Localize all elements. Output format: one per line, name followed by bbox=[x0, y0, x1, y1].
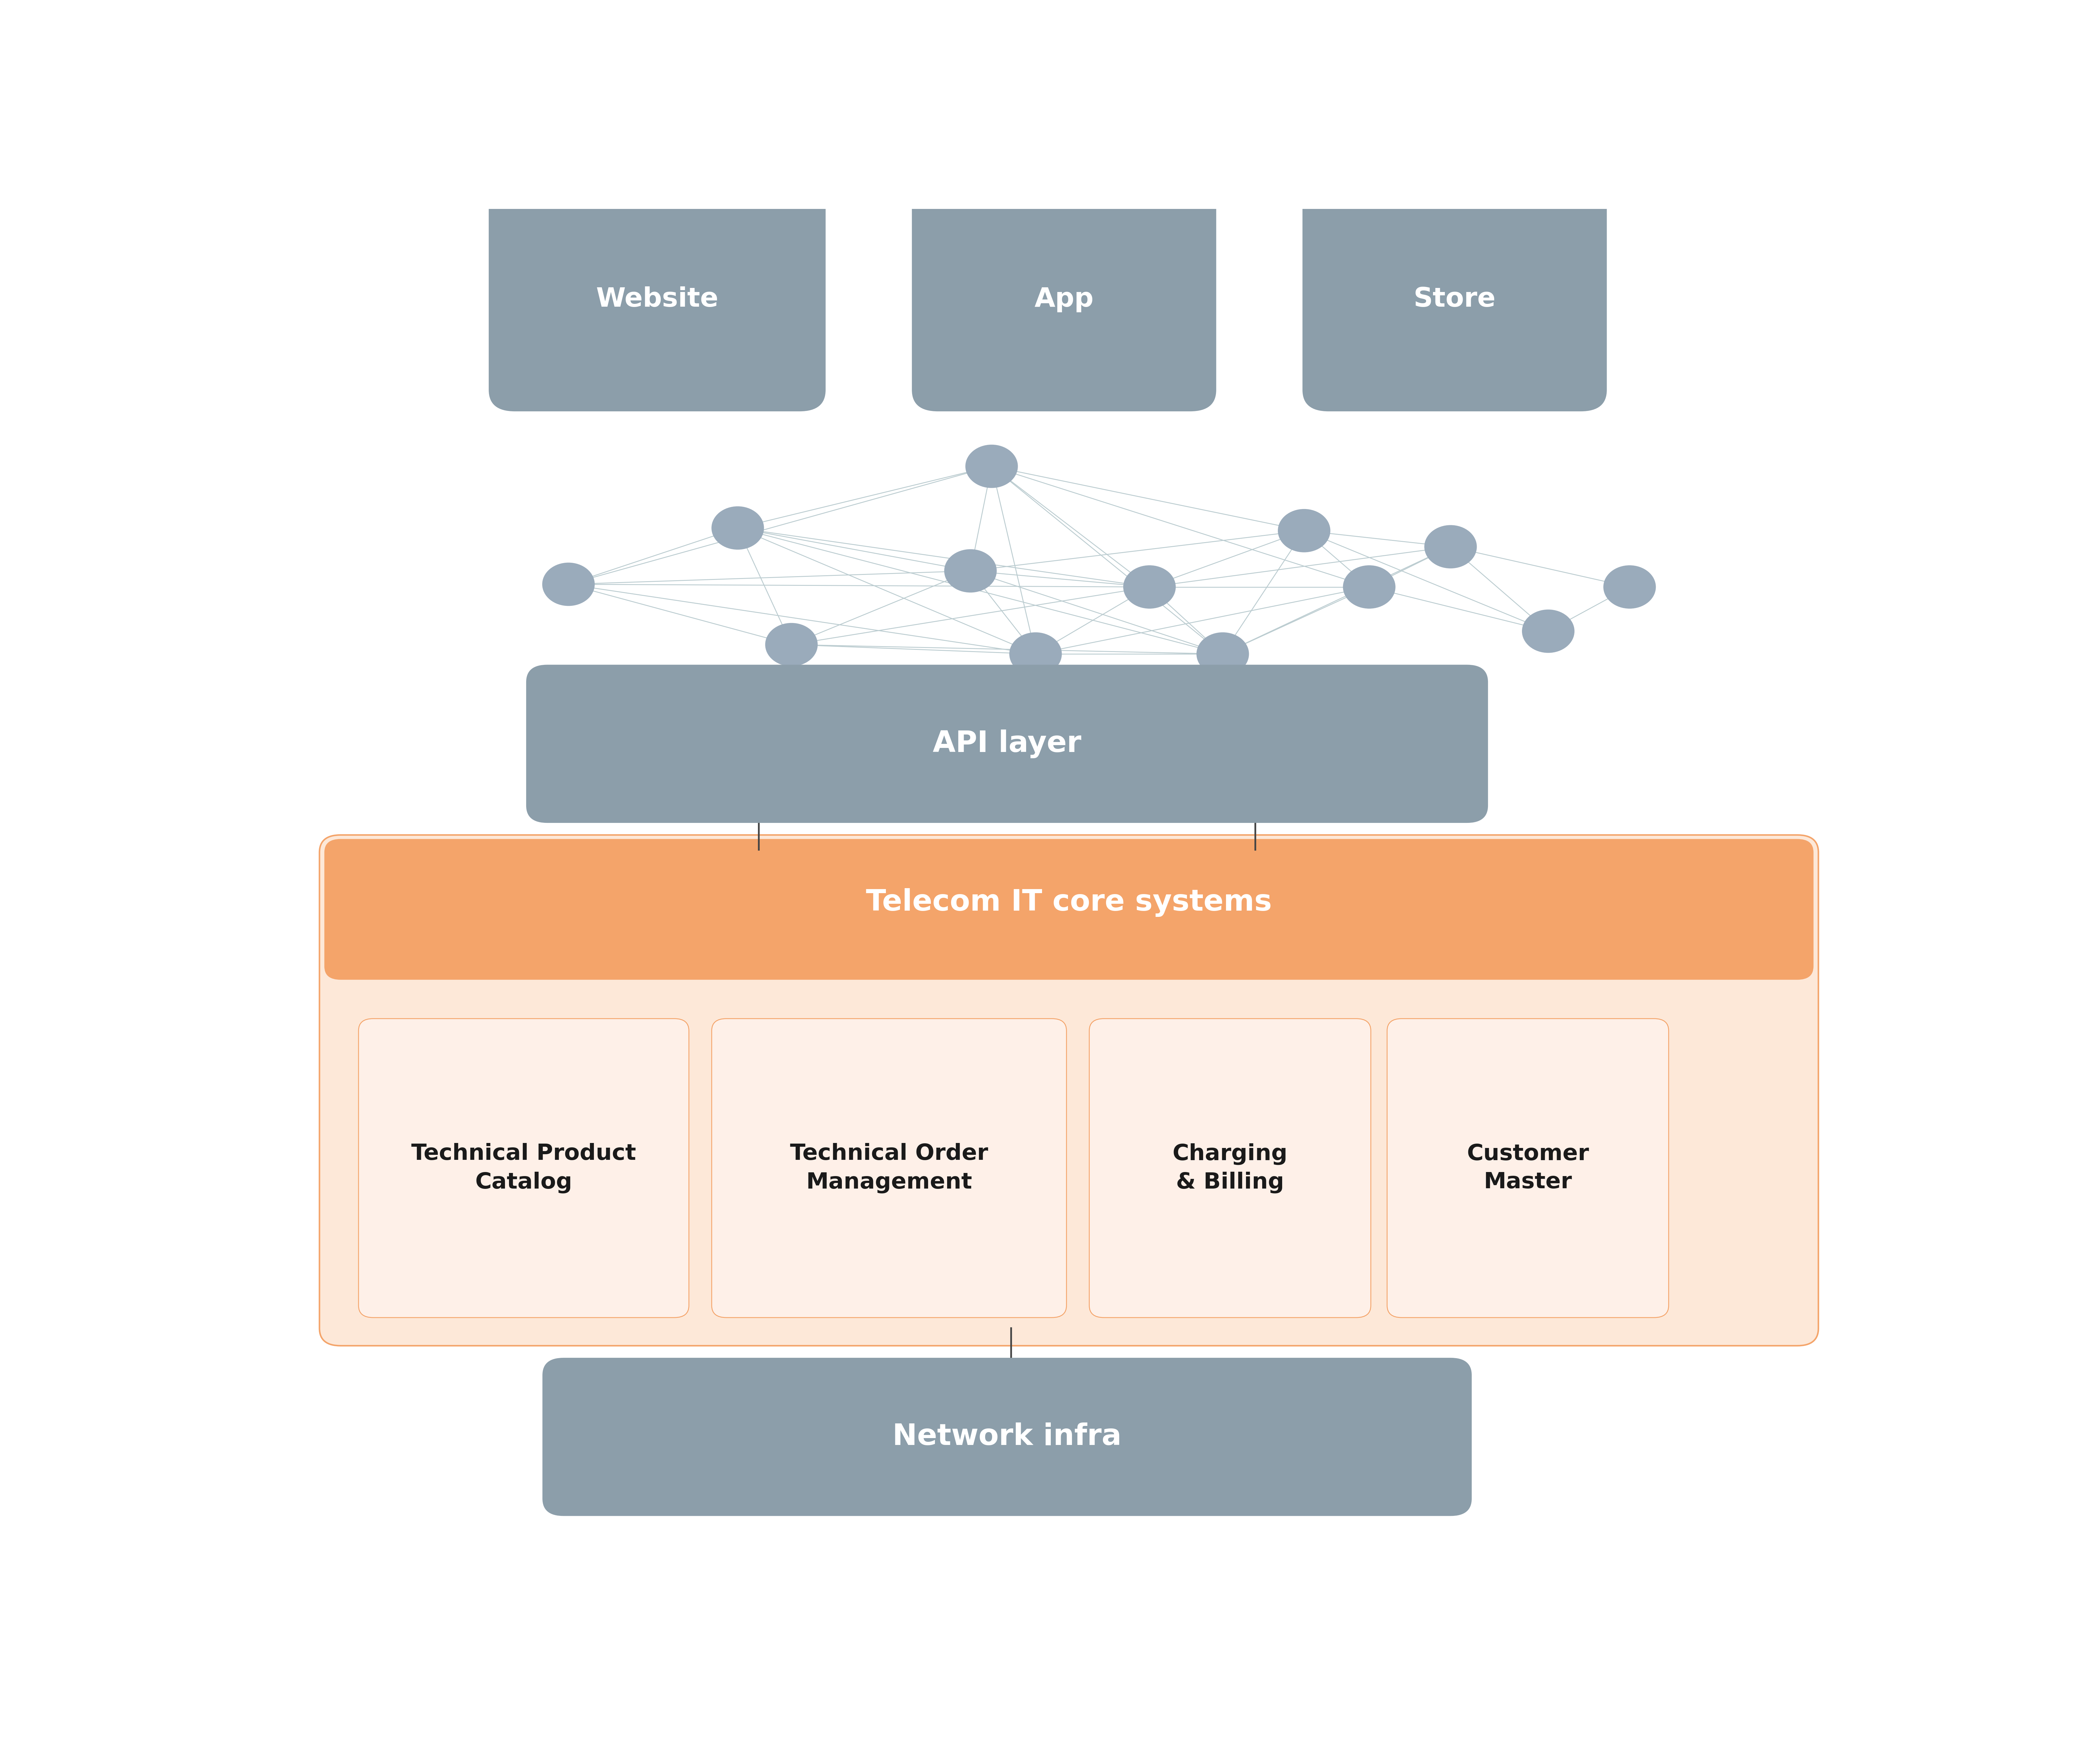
Text: Telecom IT core systems: Telecom IT core systems bbox=[865, 888, 1273, 918]
Text: Store: Store bbox=[1413, 287, 1495, 312]
Text: Charging
& Billing: Charging & Billing bbox=[1172, 1144, 1287, 1193]
Circle shape bbox=[1344, 566, 1394, 608]
FancyBboxPatch shape bbox=[527, 665, 1489, 823]
Text: App: App bbox=[1035, 287, 1094, 312]
Circle shape bbox=[1197, 632, 1249, 676]
Circle shape bbox=[966, 446, 1018, 487]
FancyBboxPatch shape bbox=[359, 1018, 689, 1318]
Circle shape bbox=[712, 507, 764, 550]
FancyBboxPatch shape bbox=[542, 1358, 1472, 1516]
Text: Website: Website bbox=[596, 287, 718, 312]
Circle shape bbox=[945, 550, 998, 592]
FancyBboxPatch shape bbox=[323, 839, 1814, 980]
Circle shape bbox=[542, 562, 594, 606]
Circle shape bbox=[764, 623, 817, 667]
Circle shape bbox=[1604, 566, 1655, 608]
Circle shape bbox=[1279, 508, 1329, 552]
Circle shape bbox=[1124, 566, 1176, 608]
Text: Network infra: Network infra bbox=[892, 1422, 1121, 1452]
Text: Customer
Master: Customer Master bbox=[1466, 1144, 1590, 1193]
Text: API layer: API layer bbox=[932, 729, 1082, 757]
FancyBboxPatch shape bbox=[1388, 1018, 1670, 1318]
FancyBboxPatch shape bbox=[1090, 1018, 1371, 1318]
Circle shape bbox=[1424, 526, 1476, 568]
FancyBboxPatch shape bbox=[1302, 188, 1606, 411]
Circle shape bbox=[1522, 609, 1575, 653]
Text: Technical Order
Management: Technical Order Management bbox=[790, 1144, 989, 1193]
Circle shape bbox=[1010, 632, 1063, 676]
FancyBboxPatch shape bbox=[911, 188, 1216, 411]
FancyBboxPatch shape bbox=[489, 188, 825, 411]
Bar bbox=[340, 907, 1798, 966]
FancyBboxPatch shape bbox=[712, 1018, 1067, 1318]
FancyBboxPatch shape bbox=[319, 836, 1819, 1346]
Text: Technical Product
Catalog: Technical Product Catalog bbox=[412, 1144, 636, 1193]
